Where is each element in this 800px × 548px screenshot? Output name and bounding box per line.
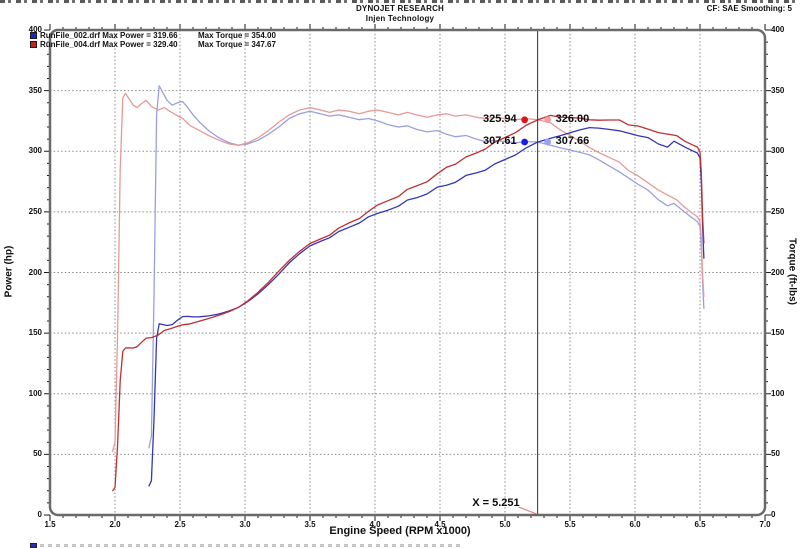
axis-ticks: [44, 24, 771, 521]
right-y-tick-label: 400: [771, 25, 785, 34]
report-subtitle: Injen Technology: [365, 14, 435, 23]
right-y-tick-label: 250: [771, 206, 785, 216]
cursor-readout-torque-run002: 307.61: [482, 135, 517, 148]
run002-torque: Max Torque = 354.00: [198, 31, 276, 40]
right-y-tick-label: 0: [771, 510, 776, 519]
x-tick-label: 1.5: [44, 520, 56, 529]
left-y-tick-label: 250: [28, 206, 42, 216]
plot-border: [48, 28, 767, 517]
run002-color-swatch: [30, 32, 37, 39]
left-y-tick-label: 400: [28, 25, 42, 34]
legend-row-run004: RunFile_004.drf Max Power = 329.40 Max To…: [30, 40, 276, 49]
cursor-x-value-label: X = 5.251: [472, 497, 520, 509]
right-y-tick-label: 150: [771, 328, 785, 338]
left-y-tick-label: 50: [33, 449, 42, 459]
x-tick-label: 3.0: [239, 520, 251, 529]
cursor-readout-power-run002: 307.66: [555, 134, 590, 147]
correction-smoothing-label: CF: SAE Smoothing: 5: [706, 4, 792, 13]
clipped-bottom-row: [40, 544, 460, 547]
left-y-tick-label: 100: [28, 388, 42, 398]
legend-row-run002: RunFile_002.drf Max Power = 319.66 Max To…: [30, 31, 276, 40]
x-tick-label: 6.0: [629, 520, 641, 529]
clipped-top-row: [0, 0, 800, 3]
cursor-marker-3: [544, 138, 552, 146]
left-y-tick-label: 150: [28, 328, 42, 338]
trace-power-runfile-002-drf: [148, 126, 705, 487]
trace-torque-runfile-002-drf: [148, 85, 705, 449]
x-tick-label: 7.0: [759, 520, 771, 529]
cursor-marker-1: [544, 116, 552, 124]
x-tick-label: 5.5: [564, 520, 576, 529]
x-tick-label: 2.5: [174, 520, 186, 529]
run002-file-power: RunFile_002.drf Max Power = 319.66: [40, 31, 178, 40]
clipped-legend-swatch: [30, 543, 37, 548]
x-tick-label: 2.0: [109, 520, 121, 529]
left-y-tick-label: 0: [37, 510, 42, 519]
cursor-readout-power-run004: 326.00: [555, 112, 590, 125]
left-y-tick-label: 300: [28, 146, 42, 156]
right-axis-title: Torque (ft-lbs): [786, 237, 798, 306]
x-tick-label: 3.5: [304, 520, 316, 529]
x-tick-label: 6.5: [694, 520, 706, 529]
x-axis-title: Engine Speed (RPM x1000): [329, 525, 471, 537]
trace-torque-runfile-004-drf: [111, 92, 705, 453]
cursor-leader-line: [518, 506, 537, 515]
right-y-tick-label: 200: [771, 267, 785, 277]
cursor-readout-torque-run004: 325.94: [482, 112, 517, 125]
run-legend: RunFile_002.drf Max Power = 319.66 Max To…: [30, 31, 276, 49]
run004-color-swatch: [30, 41, 37, 48]
left-y-tick-label: 200: [28, 267, 42, 277]
run004-torque: Max Torque = 347.67: [198, 40, 276, 49]
x-tick-label: 4.5: [434, 520, 446, 529]
right-y-tick-label: 300: [771, 146, 785, 156]
x-tick-label: 4.0: [369, 520, 381, 529]
left-axis-title: Power (hp): [3, 245, 15, 298]
left-y-tick-label: 350: [28, 85, 42, 95]
cursor-marker-0: [521, 116, 529, 124]
trace-power-runfile-004-drf: [111, 114, 705, 492]
right-y-tick-label: 350: [771, 85, 785, 95]
right-y-tick-label: 50: [771, 449, 780, 459]
report-title: DYNOJET RESEARCH: [355, 4, 445, 13]
x-tick-label: 5.0: [499, 520, 511, 529]
cursor-marker-2: [521, 138, 529, 146]
right-y-tick-label: 100: [771, 388, 785, 398]
run004-file-power: RunFile_004.drf Max Power = 329.40: [40, 40, 178, 49]
